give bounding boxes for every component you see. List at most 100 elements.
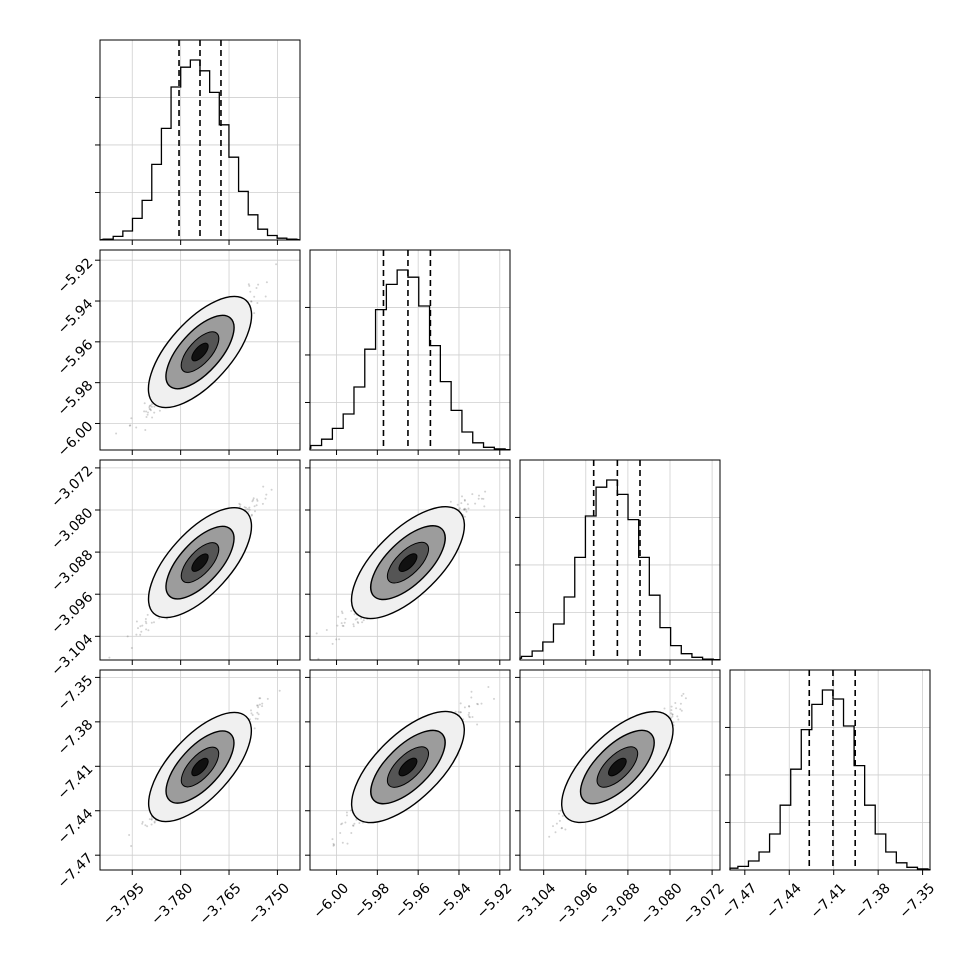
scatter-point — [146, 613, 149, 616]
scatter-point — [468, 705, 470, 707]
panel-content — [128, 689, 281, 847]
scatter-point — [470, 696, 473, 699]
x-tick-label: −3.080 — [638, 880, 686, 928]
scatter-point — [250, 300, 253, 303]
scatter-point — [145, 622, 148, 625]
scatter-point — [467, 713, 470, 716]
scatter-point — [350, 832, 353, 834]
y-tick-label: −3.096 — [48, 589, 96, 637]
scatter-point — [253, 295, 256, 298]
scatter-point — [150, 621, 153, 624]
scatter-point — [470, 690, 473, 693]
scatter-point — [141, 624, 144, 627]
scatter-point — [332, 842, 335, 845]
scatter-point — [478, 494, 480, 497]
scatter-point — [252, 497, 255, 500]
scatter-point — [130, 417, 133, 420]
scatter-point — [149, 409, 152, 412]
scatter-point — [139, 633, 142, 636]
scatter-point — [247, 510, 250, 513]
panel-frame — [519, 459, 721, 661]
scatter-point — [346, 814, 348, 817]
scatter-point — [680, 694, 683, 697]
scatter-point — [465, 510, 468, 513]
scatter-point — [484, 490, 487, 493]
scatter-point — [149, 408, 152, 411]
scatter-point — [356, 621, 359, 623]
scatter-point — [250, 712, 253, 715]
scatter-point — [560, 827, 563, 830]
y-tick-label: −3.104 — [48, 631, 96, 679]
scatter-point — [356, 617, 359, 620]
y-tick-label: −3.072 — [48, 463, 96, 511]
scatter-point — [248, 284, 251, 287]
panel-frame — [99, 39, 301, 241]
scatter-point — [458, 507, 461, 510]
scatter-point — [153, 621, 155, 624]
panel-frame — [519, 669, 721, 871]
scatter-point — [145, 628, 148, 631]
scatter-point — [251, 714, 254, 716]
scatter-point — [135, 426, 138, 429]
scatter-point — [457, 710, 460, 713]
scatter-point — [343, 621, 346, 624]
y-tick-label: −7.47 — [55, 850, 97, 892]
x-tick-label: −7.44 — [763, 880, 805, 922]
scatter-point — [325, 629, 328, 631]
scatter-point — [487, 686, 490, 688]
scatter-point — [548, 835, 551, 838]
scatter-point — [523, 664, 525, 666]
scatter-point — [135, 620, 138, 623]
contour-level-4 — [608, 757, 627, 777]
y-tick-label: −5.94 — [55, 296, 97, 338]
scatter-point — [145, 410, 148, 413]
panel-frame — [729, 669, 931, 871]
scatter-point — [140, 630, 143, 633]
scatter-point — [144, 824, 147, 827]
scatter-point — [257, 706, 260, 709]
y-tick-label: −5.98 — [55, 378, 97, 420]
scatter-point — [677, 718, 680, 721]
scatter-point — [339, 832, 342, 834]
scatter-panel-4-3 — [515, 669, 721, 875]
scatter-point — [477, 497, 480, 500]
scatter-point — [463, 515, 466, 518]
scatter-point — [352, 625, 355, 628]
panel-frame — [99, 249, 301, 451]
x-tick-label: −5.94 — [433, 880, 475, 922]
contour-level-4 — [191, 342, 209, 362]
y-tick-label: −7.38 — [55, 717, 97, 759]
scatter-point — [337, 615, 340, 618]
scatter-point — [679, 702, 682, 705]
x-tick-label: −3.765 — [197, 880, 245, 928]
scatter-point — [670, 705, 673, 708]
scatter-point — [342, 625, 345, 627]
scatter-point — [130, 647, 133, 649]
scatter-point — [467, 507, 470, 510]
scatter-point — [256, 498, 258, 501]
scatter-point — [674, 702, 677, 704]
scatter-point — [493, 697, 495, 700]
scatter-point — [261, 502, 264, 505]
scatter-point — [238, 502, 241, 505]
scatter-point — [361, 621, 364, 624]
scatter-point — [341, 612, 344, 615]
contour-level-4 — [191, 553, 209, 572]
histogram-step — [729, 689, 931, 871]
scatter-point — [128, 424, 131, 427]
scatter-point — [144, 618, 147, 620]
scatter-point — [346, 842, 349, 845]
scatter-point — [336, 624, 339, 627]
scatter-panel-2-1 — [95, 249, 301, 455]
scatter-point — [146, 413, 149, 416]
scatter-point — [471, 716, 474, 718]
x-tick-label: −3.088 — [596, 880, 644, 928]
scatter-point — [256, 704, 258, 707]
scatter-point — [147, 629, 150, 632]
scatter-point — [352, 824, 354, 827]
scatter-point — [340, 622, 343, 625]
scatter-point — [338, 638, 341, 641]
scatter-point — [333, 843, 336, 846]
scatter-point — [130, 845, 133, 847]
